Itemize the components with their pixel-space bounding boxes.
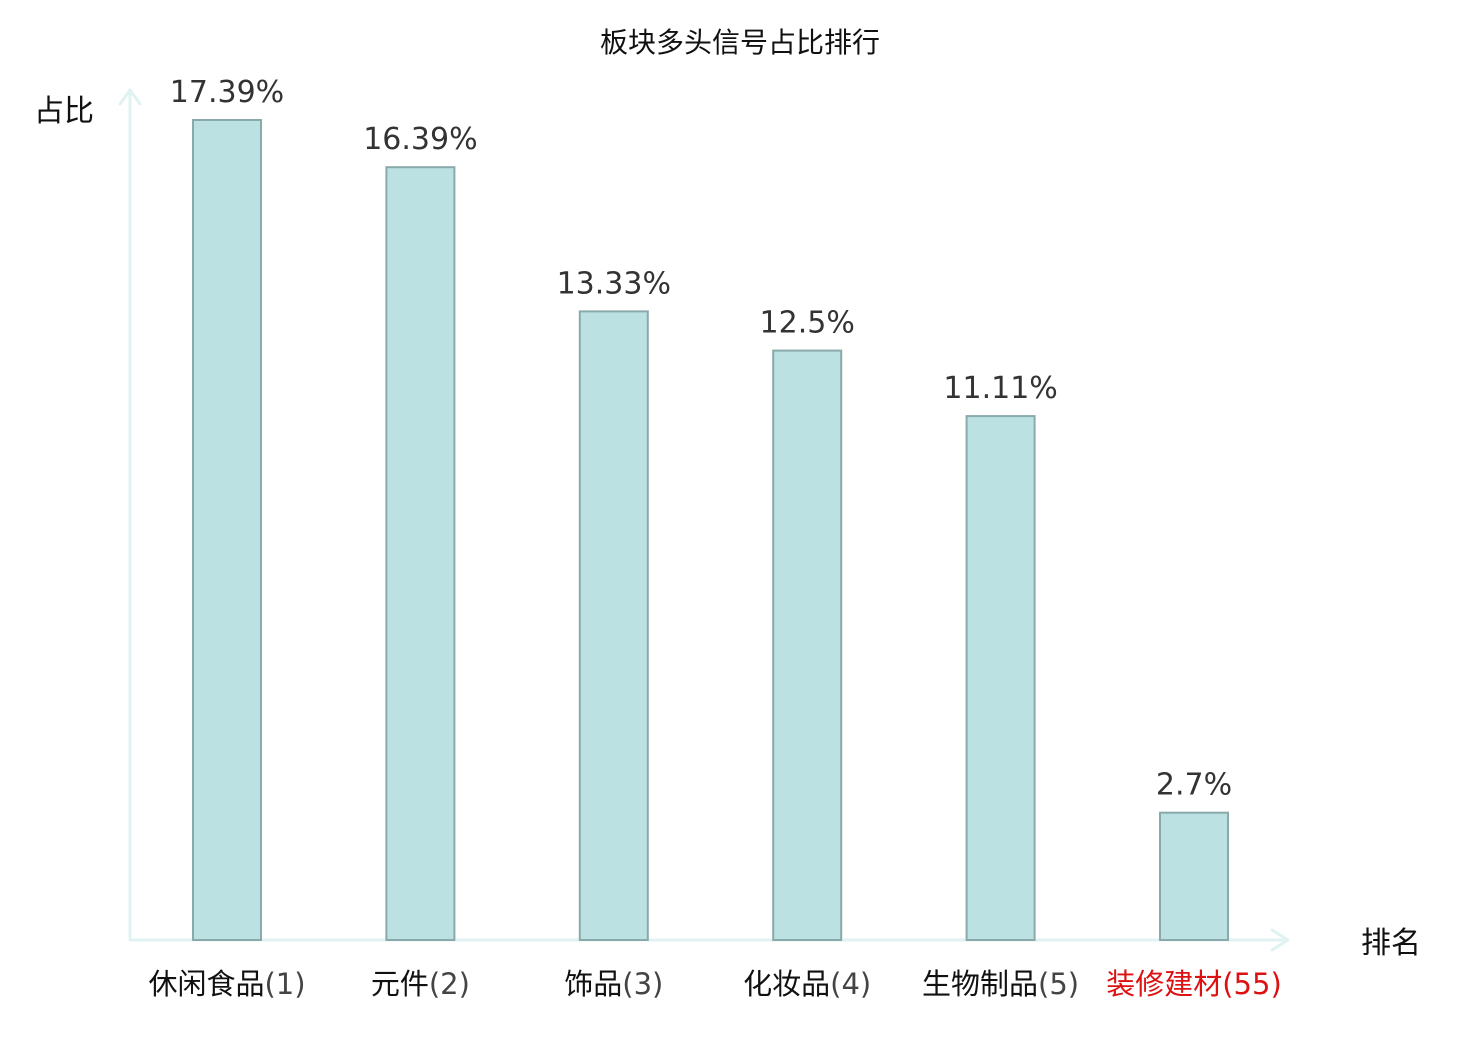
value-label-6: 2.7% (1156, 768, 1232, 803)
value-label-1: 17.39% (170, 75, 284, 110)
category-name-1: 休闲食品 (148, 967, 264, 1001)
value-label-5: 11.11% (943, 371, 1057, 406)
category-rank-6: (55) (1222, 967, 1282, 1001)
bars-layer (192, 119, 1229, 942)
category-name-5: 生物制品 (922, 967, 1038, 1001)
category-label-3: 饰品(3) (564, 967, 663, 1001)
category-rank-1: (1) (264, 967, 305, 1001)
chart-title: 板块多头信号占比排行 (600, 26, 880, 59)
bar-2 (385, 166, 456, 941)
category-rank-2: (2) (429, 967, 470, 1001)
x-axis-arrow (1270, 928, 1290, 952)
category-rank-4: (4) (830, 967, 871, 1001)
category-label-1: 休闲食品(1) (148, 967, 305, 1001)
category-label-6: 装修建材(55) (1106, 967, 1282, 1001)
bar-6 (1159, 811, 1229, 942)
categories-layer: 休闲食品(1) 元件(2) 饰品(3) 化妆品(4) 生物制品(5) 装修建材(55) (148, 967, 1281, 1001)
category-label-5: 生物制品(5) (922, 967, 1079, 1001)
category-rank-5: (5) (1038, 967, 1079, 1001)
value-label-3: 13.33% (557, 266, 671, 301)
category-name-3: 饰品 (564, 967, 622, 1001)
category-name-4: 化妆品 (743, 967, 830, 1001)
category-label-4: 化妆品(4) (743, 967, 871, 1001)
bar-5 (965, 415, 1036, 942)
bar-4 (772, 349, 843, 942)
labels-layer: 17.39% 16.39% 13.33% 12.5% 11.11% 2.7% (170, 75, 1232, 803)
category-name-6: 装修建材 (1106, 967, 1222, 1001)
category-rank-3: (3) (622, 967, 663, 1001)
category-name-2: 元件 (371, 967, 429, 1001)
y-axis-label: 占比 (34, 94, 94, 129)
value-label-4: 12.5% (760, 306, 855, 341)
bar-3 (578, 310, 649, 941)
category-label-2: 元件(2) (371, 967, 470, 1001)
y-axis-arrow (118, 88, 142, 106)
x-axis-label: 排名 (1361, 926, 1421, 961)
value-label-2: 16.39% (363, 122, 477, 157)
bar-1 (192, 119, 262, 941)
